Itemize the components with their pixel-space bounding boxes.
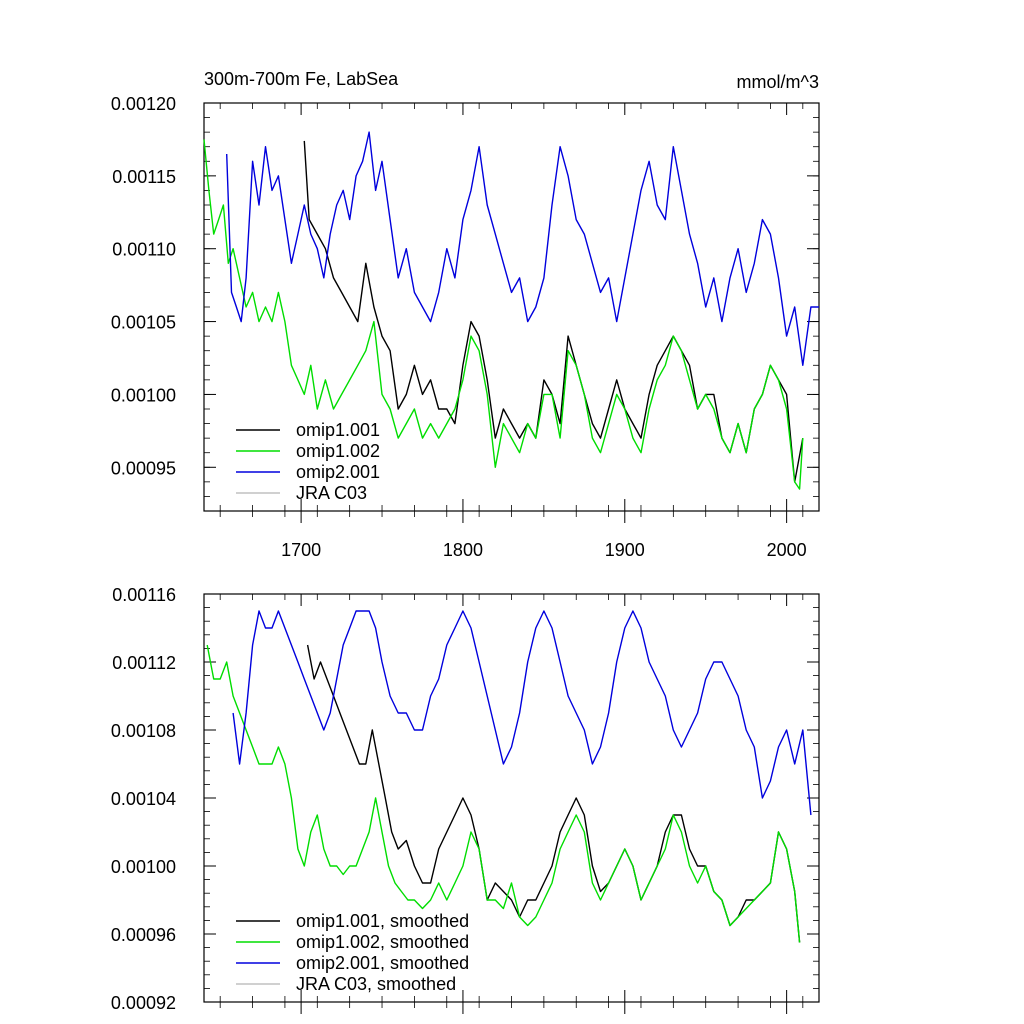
y-tick-label: 0.00120 [111,94,176,114]
panel-bottom: 0.00092 0.00096 0.00100 0.00104 0.00108 0.001… [111,585,820,1014]
y-tick-label: 0.00112 [112,653,176,673]
y-tick-label: 0.00108 [111,721,176,741]
panel-top-ticks: 0.00095 0.00100 0.00105 0.00110 0.00115 0.001… [111,94,819,560]
y-tick-label: 0.00110 [112,240,176,260]
x-tick-label: 1900 [605,540,645,560]
y-tick-label: 0.00116 [112,585,176,605]
legend-label: omip2.001, smoothed [296,953,469,973]
y-tick-label: 0.00115 [112,167,176,187]
y-tick-label: 0.00105 [111,313,176,333]
legend-label: omip1.001 [296,420,380,440]
y-tick-label: 0.00095 [111,458,176,478]
legend-label: omip1.002 [296,441,380,461]
panel-top-title: 300m-700m Fe, LabSea [204,69,399,89]
panel-bottom-ticks: 0.00092 0.00096 0.00100 0.00104 0.00108 0.001… [111,585,819,1014]
panel-bottom-lines [206,610,812,943]
legend-label: omip2.001 [296,462,380,482]
series-line-1 [206,644,801,943]
y-tick-label: 0.00100 [111,857,176,877]
panel-top-lines [203,131,819,490]
y-tick-label: 0.00104 [111,789,176,809]
series-line-2 [232,610,812,816]
legend-label: omip1.002, smoothed [296,932,469,952]
y-tick-label: 0.00092 [111,993,176,1013]
series-line-2 [226,131,819,366]
legend-label: omip1.001, smoothed [296,911,469,931]
panel-top-units: mmol/m^3 [737,72,819,92]
panel-top: 300m-700m Fe, LabSea mmol/m^3 0.000950.0… [111,69,820,560]
legend-label: JRA C03 [296,483,367,503]
series-line-1 [203,139,804,490]
x-tick-label: 1700 [281,540,321,560]
y-tick-label: 0.00100 [111,385,176,405]
x-tick-label: 1800 [443,540,483,560]
legend-label: JRA C03, smoothed [296,974,456,994]
x-tick-label: 2000 [767,540,807,560]
y-tick-label: 0.00096 [111,925,176,945]
